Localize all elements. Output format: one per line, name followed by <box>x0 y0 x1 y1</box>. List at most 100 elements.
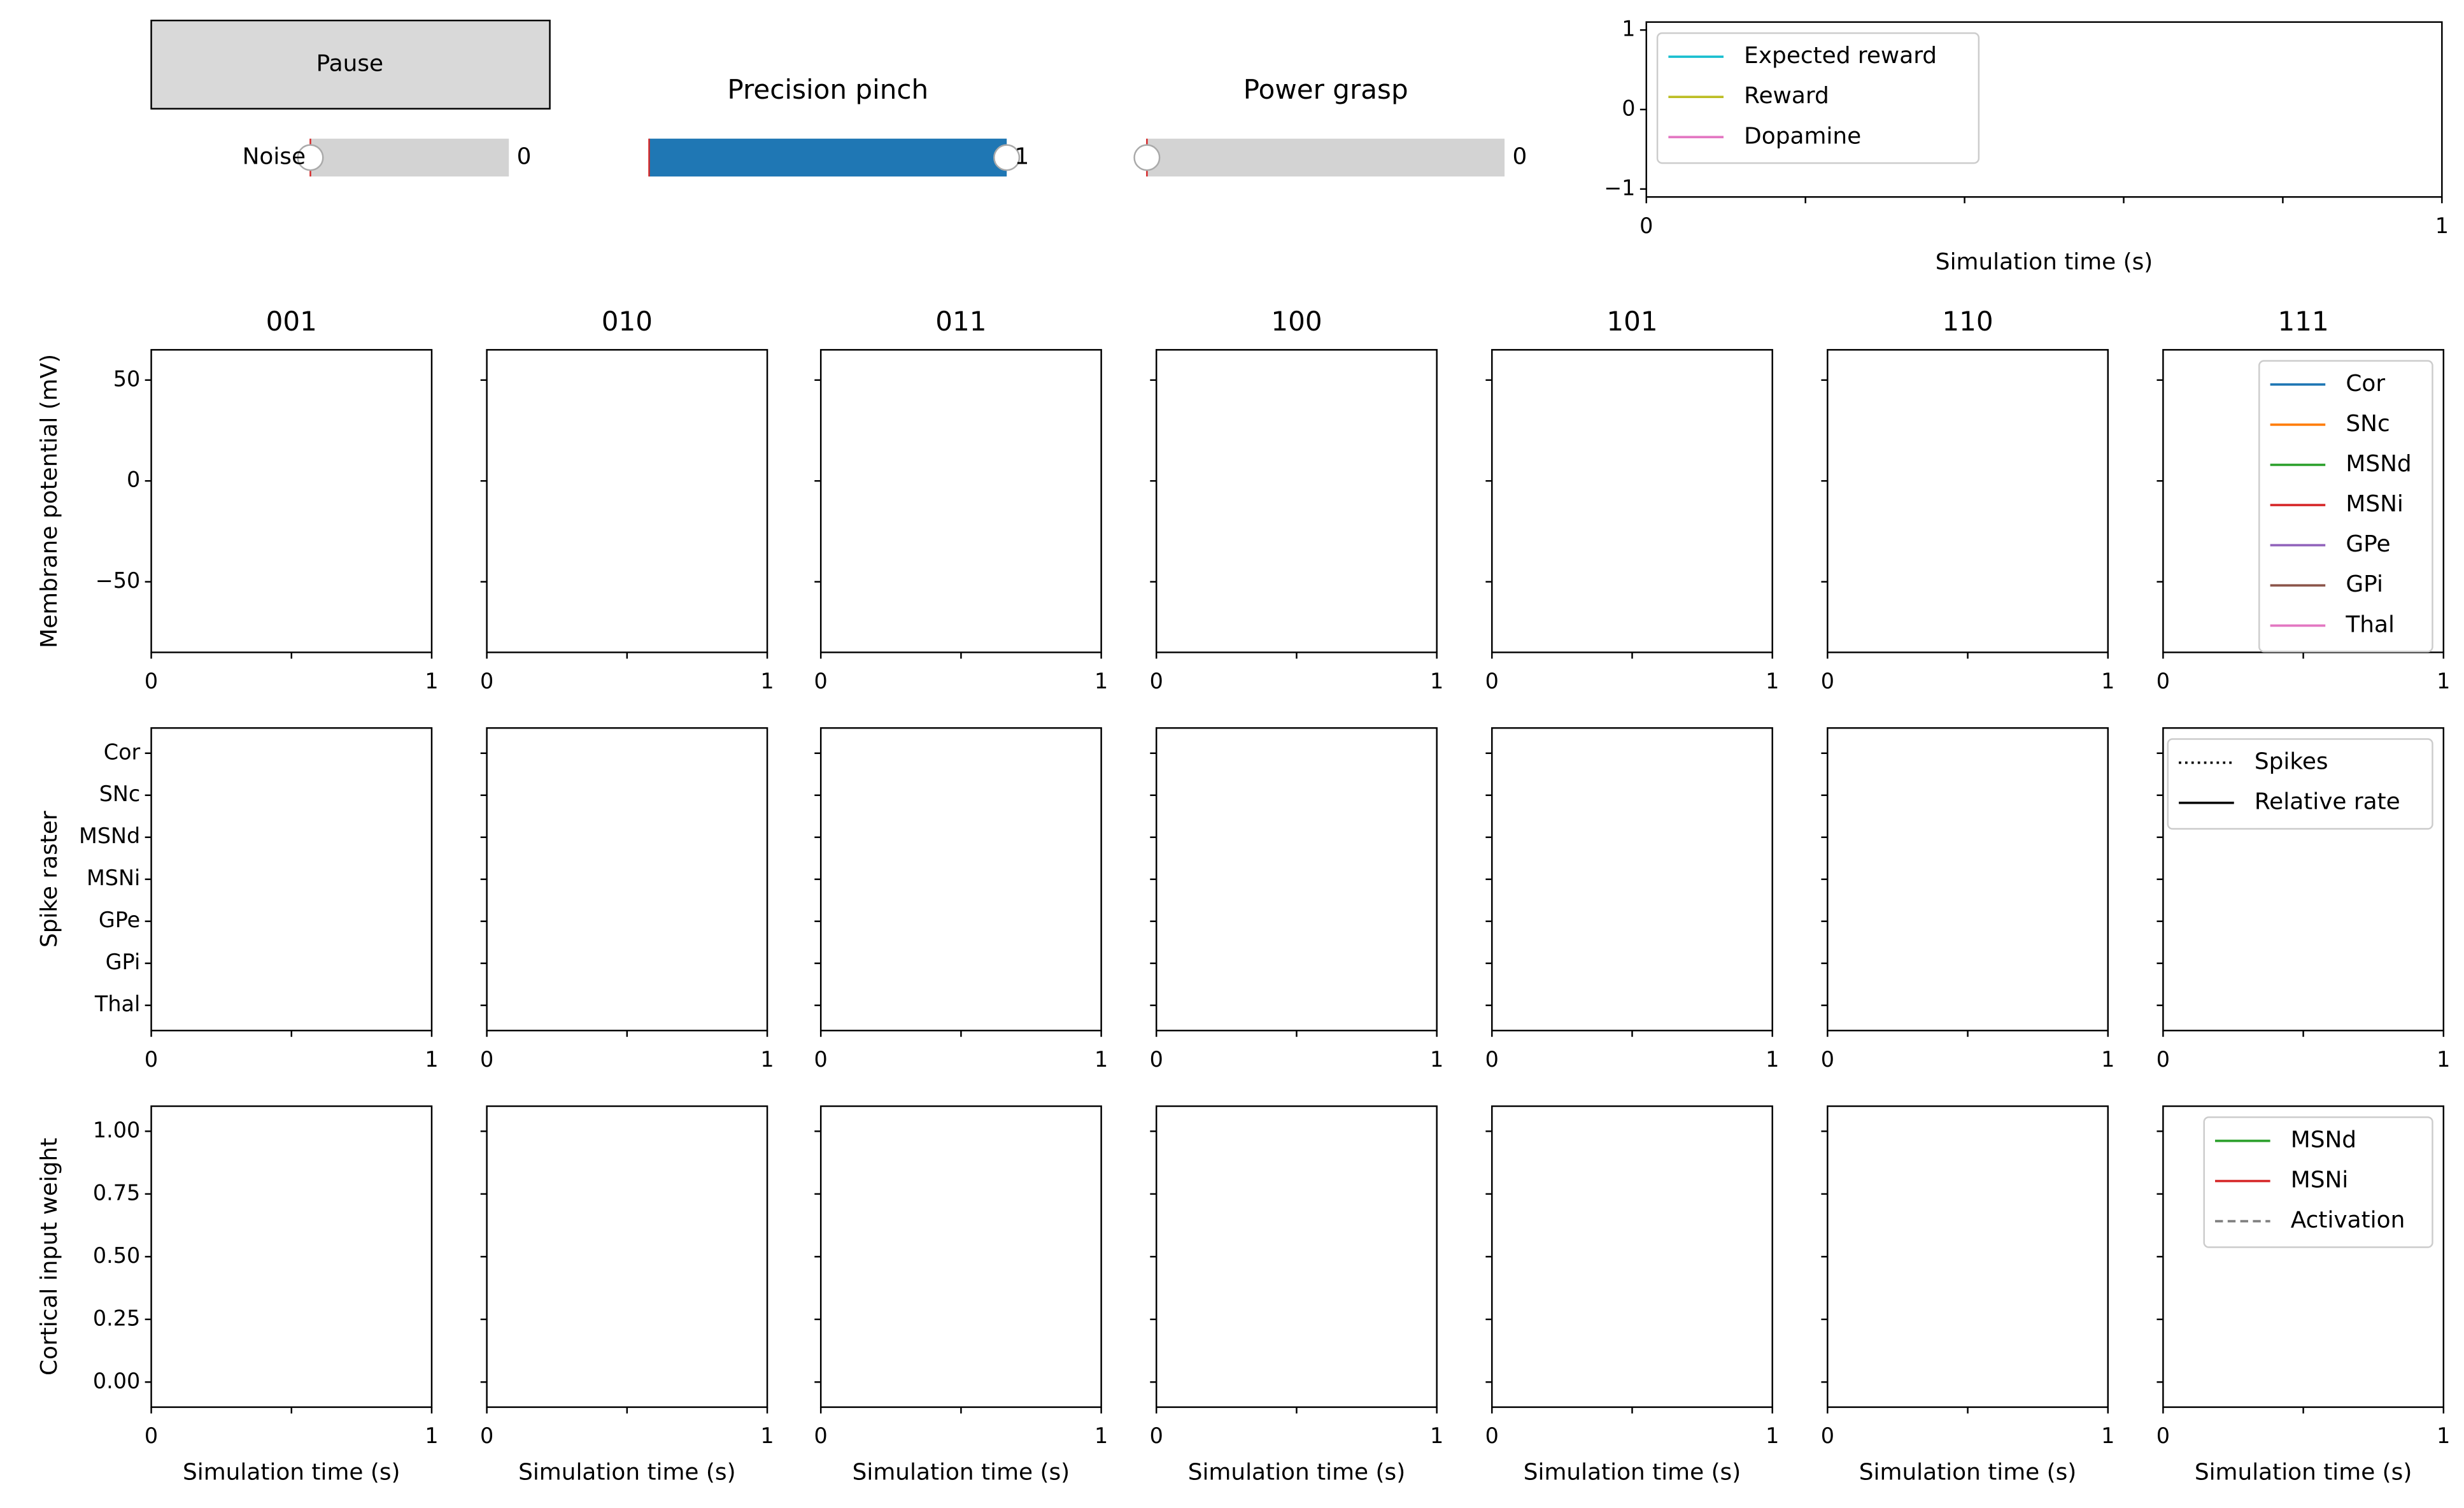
panel-title: 100 <box>1271 306 1322 337</box>
axes-frame <box>1827 1105 2109 1408</box>
x-tick-label: 0 <box>1150 669 1163 694</box>
x-tick-label: 0 <box>2156 669 2170 694</box>
legend-label: Dopamine <box>1744 123 1861 149</box>
slider-handle[interactable] <box>993 144 1021 171</box>
slider-track[interactable] <box>1147 138 1505 177</box>
y-tick-label: Cor <box>104 739 141 764</box>
y-axis-label: Membrane potential (mV) <box>36 354 62 648</box>
x-tick-label: 0 <box>1485 669 1499 694</box>
y-tick-label: 0 <box>1622 96 1635 120</box>
x-tick-label: 0 <box>814 669 828 694</box>
legend-label: Reward <box>1744 83 1829 109</box>
x-tick-label: 0 <box>1821 1047 1834 1072</box>
y-tick-label: 0.50 <box>93 1243 140 1268</box>
panel-title: 111 <box>2277 306 2328 337</box>
slider-handle[interactable] <box>1133 144 1161 171</box>
slider-handle[interactable] <box>297 144 324 171</box>
x-tick-label: 1 <box>760 1423 774 1448</box>
slider-title: Power grasp <box>1243 74 1408 105</box>
y-tick-label: 0.75 <box>93 1180 140 1205</box>
panel-title: 101 <box>1606 306 1657 337</box>
y-tick-label: 0.25 <box>93 1305 140 1330</box>
x-tick-label: 1 <box>2101 1047 2114 1072</box>
x-axis-label: Simulation time (s) <box>1936 249 2153 275</box>
legend-label: Spikes <box>2255 749 2328 775</box>
slider-label: Noise <box>243 143 306 169</box>
x-axis-label: Simulation time (s) <box>518 1460 736 1486</box>
x-tick-label: 1 <box>2101 1423 2114 1448</box>
axes-frame <box>1827 727 2109 1032</box>
legend-label: MSNi <box>2346 491 2404 517</box>
x-tick-label: 1 <box>760 669 774 694</box>
axes-frame <box>486 1105 768 1408</box>
y-tick-label: 50 <box>113 366 141 391</box>
x-tick-label: 1 <box>2101 669 2114 694</box>
slider-track[interactable] <box>310 138 509 177</box>
legend-label: MSNd <box>2346 451 2411 477</box>
x-tick-label: 1 <box>1094 1047 1108 1072</box>
x-axis-label: Simulation time (s) <box>853 1460 1070 1486</box>
x-tick-label: 1 <box>760 1047 774 1072</box>
x-tick-label: 0 <box>145 669 158 694</box>
legend-label: Relative rate <box>2255 789 2400 815</box>
x-axis-label: Simulation time (s) <box>183 1460 400 1486</box>
x-tick-label: 1 <box>2437 1423 2450 1448</box>
y-tick-label: MSNi <box>87 865 140 890</box>
legend-label: MSNd <box>2291 1127 2356 1153</box>
legend-label: GPe <box>2346 531 2390 557</box>
axes-frame <box>1155 1105 1438 1408</box>
x-tick-label: 0 <box>1821 669 1834 694</box>
x-tick-label: 1 <box>1430 669 1443 694</box>
x-axis-label: Simulation time (s) <box>1188 1460 1406 1486</box>
x-tick-label: 0 <box>1485 1423 1499 1448</box>
axes-frame <box>150 1105 433 1408</box>
x-tick-label: 0 <box>480 1423 493 1448</box>
panel-title: 001 <box>266 306 317 337</box>
y-tick-label: MSNd <box>79 823 140 848</box>
slider-fill <box>649 138 1007 177</box>
x-tick-label: 1 <box>2437 1047 2450 1072</box>
x-tick-label: 1 <box>1430 1423 1443 1448</box>
y-tick-label: Thal <box>94 992 140 1016</box>
axes-frame <box>819 349 1102 653</box>
legend-label: Cor <box>2346 371 2385 397</box>
axes-frame <box>1155 727 1438 1032</box>
x-axis-label: Simulation time (s) <box>2195 1460 2412 1486</box>
legend-label: Expected reward <box>1744 43 1937 69</box>
legend-label: SNc <box>2346 411 2390 437</box>
legend-label: Thal <box>2345 611 2395 637</box>
x-tick-label: 0 <box>480 1047 493 1072</box>
x-tick-label: 0 <box>814 1423 828 1448</box>
axes-frame <box>486 727 768 1032</box>
axes-frame <box>819 727 1102 1032</box>
x-axis-label: Simulation time (s) <box>1524 1460 1741 1486</box>
x-tick-label: 0 <box>1150 1423 1163 1448</box>
x-tick-label: 1 <box>1094 1423 1108 1448</box>
y-tick-label: −1 <box>1604 175 1635 200</box>
x-tick-label: 0 <box>1150 1047 1163 1072</box>
x-tick-label: 0 <box>145 1423 158 1448</box>
pause-button[interactable] <box>150 19 551 110</box>
panel-title: 010 <box>602 306 653 337</box>
y-axis-label: Spike raster <box>36 811 62 948</box>
axes-frame <box>486 349 768 653</box>
panel-title: 011 <box>935 306 986 337</box>
y-tick-label: GPi <box>106 950 141 974</box>
axes-frame <box>1491 727 1773 1032</box>
y-axis-label: Cortical input weight <box>36 1138 62 1376</box>
x-tick-label: 1 <box>1766 1423 1779 1448</box>
axes-frame <box>150 727 433 1032</box>
axes-frame <box>1491 349 1773 653</box>
x-tick-label: 1 <box>425 1423 438 1448</box>
pause-label[interactable]: Pause <box>316 50 383 76</box>
x-tick-label: 0 <box>1485 1047 1499 1072</box>
x-tick-label: 0 <box>2156 1047 2170 1072</box>
slider-value: 0 <box>517 143 532 169</box>
x-tick-label: 1 <box>1766 1047 1779 1072</box>
y-tick-label: 0 <box>127 467 140 492</box>
y-tick-label: 0.00 <box>93 1369 140 1393</box>
y-tick-label: SNc <box>99 781 141 806</box>
x-tick-label: 0 <box>1821 1423 1834 1448</box>
